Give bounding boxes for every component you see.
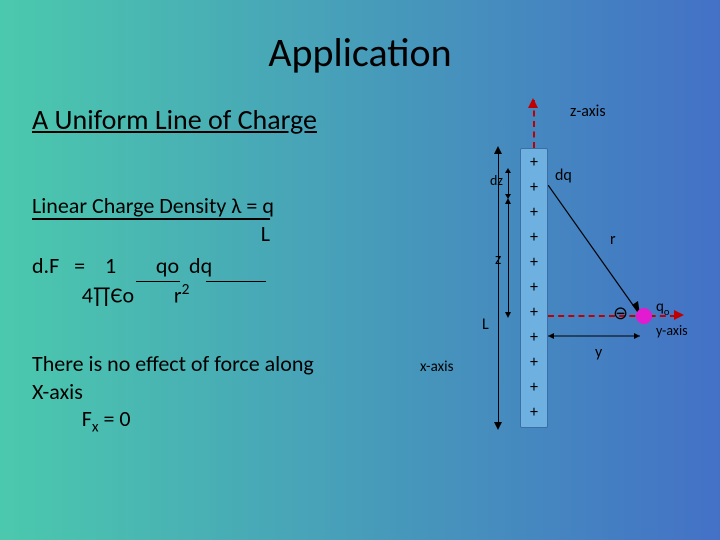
linear-charge-density-eq: Linear Charge Density λ = q L <box>32 192 274 247</box>
fx-sub: x <box>92 417 99 436</box>
dz-label: dz <box>490 172 503 189</box>
dq-label: dq <box>555 166 572 185</box>
noeffect-l1: There is no effect of force along <box>32 350 314 377</box>
slide-subtitle: A Uniform Line of Charge <box>32 102 317 137</box>
lcd-line2: L <box>32 220 270 247</box>
df-line2: 4∏Єo r <box>32 281 182 308</box>
r-vector-line <box>548 185 640 317</box>
r-label: r <box>610 230 616 249</box>
y-axis-label: y-axis <box>656 322 688 339</box>
y-label: y <box>595 343 602 362</box>
q0-label: qo <box>656 298 669 318</box>
fx-pre: F <box>32 405 92 432</box>
length-L-head-up <box>494 146 502 154</box>
df-underline-1 <box>136 281 180 282</box>
z-span-line <box>508 200 509 316</box>
no-effect-text: There is no effect of force along X-axis… <box>32 350 314 437</box>
z-label: z <box>495 250 501 269</box>
length-L-label: L <box>482 315 489 334</box>
coulomb-force-eq: d.F = 1 qo dq 4∏Єo r2 <box>32 252 212 308</box>
z-axis-arrowhead <box>528 98 538 108</box>
noeffect-l2: X-axis <box>32 378 83 405</box>
plus-charges: +++++++++++ <box>520 150 548 425</box>
df-line1: d.F = 1 qo dq <box>32 252 212 279</box>
line-charge-diagram: z-axis +++++++++++ L z dz dq r y y-axis … <box>400 100 690 460</box>
z-axis-label: z-axis <box>570 102 606 121</box>
slide-title: Application <box>0 28 720 77</box>
df-underline-2 <box>206 281 266 282</box>
dz-head-down <box>505 194 511 199</box>
dz-head-up <box>505 168 511 173</box>
test-charge-minus-icon: ⊖ <box>613 304 628 322</box>
lcd-line1: Linear Charge Density λ = q <box>32 192 274 219</box>
length-L-line <box>498 148 499 428</box>
length-L-head-down <box>494 422 502 430</box>
fx-tail: = 0 <box>99 405 131 432</box>
df-sup: 2 <box>182 280 190 299</box>
test-charge-q0 <box>636 308 652 324</box>
y-axis-arrowhead <box>674 310 684 320</box>
x-axis-label: x-axis <box>420 358 454 376</box>
z-span-head-down <box>505 312 511 318</box>
y-span-line <box>548 336 640 346</box>
